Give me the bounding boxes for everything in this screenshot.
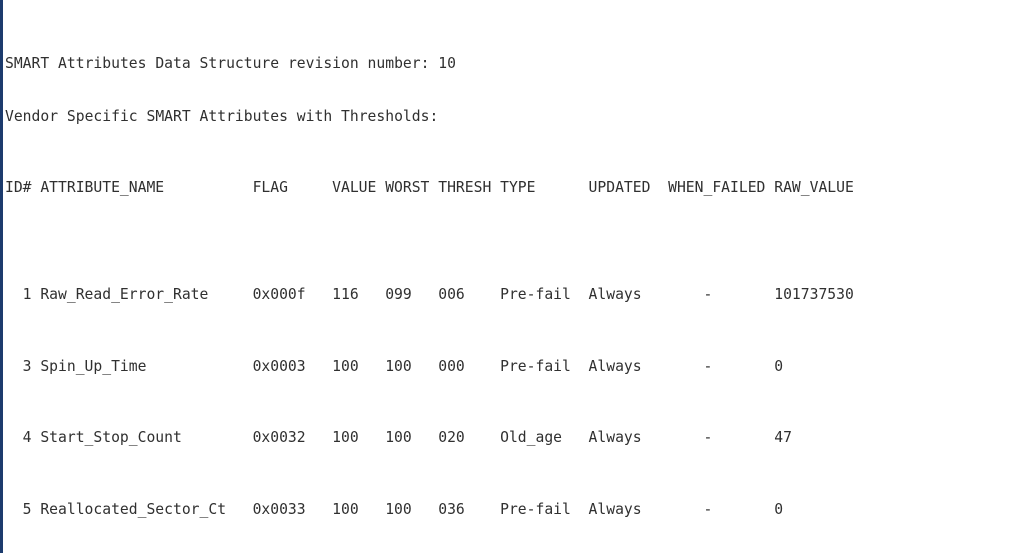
attribute-row: 1 Raw_Read_Error_Rate 0x000f 116 099 006… <box>5 286 1024 304</box>
attribute-row: 4 Start_Stop_Count 0x0032 100 100 020 Ol… <box>5 429 1024 447</box>
col-header-when-failed: WHEN_FAILED <box>668 179 766 197</box>
col-header-type: TYPE <box>500 179 536 197</box>
cell-updated: Always <box>588 500 642 518</box>
cell-flag: 0x0003 <box>252 357 306 375</box>
attribute-row: 5 Reallocated_Sector_Ct 0x0033 100 100 0… <box>5 501 1024 519</box>
attributes-rows: 1 Raw_Read_Error_Rate 0x000f 116 099 006… <box>5 251 1024 553</box>
cell-type: Old_age <box>500 429 563 447</box>
cell-id: 3 <box>22 357 32 375</box>
cell-worst: 100 <box>385 429 412 447</box>
cell-name: Raw_Read_Error_Rate <box>40 286 209 304</box>
cell-raw-value: 47 <box>774 429 792 447</box>
cell-id: 1 <box>22 286 32 304</box>
col-header-thresh: THRESH <box>438 179 492 197</box>
cell-id: 4 <box>22 429 32 447</box>
col-header-updated: UPDATED <box>588 179 651 197</box>
cell-when-failed: - <box>668 500 713 518</box>
cell-type: Pre-fail <box>500 500 571 518</box>
cell-name: Spin_Up_Time <box>40 357 147 375</box>
col-header-worst: WORST <box>385 179 430 197</box>
cell-thresh: 020 <box>438 429 465 447</box>
col-header-flag: FLAG <box>252 179 288 197</box>
cell-flag: 0x000f <box>252 286 306 304</box>
cell-thresh: 036 <box>438 500 465 518</box>
cell-raw-value: 0 <box>774 500 784 518</box>
cell-updated: Always <box>588 357 642 375</box>
cell-type: Pre-fail <box>500 357 571 375</box>
cell-value: 116 <box>332 286 359 304</box>
cell-value: 100 <box>332 429 359 447</box>
cell-raw-value: 101737530 <box>774 286 854 304</box>
cell-when-failed: - <box>668 429 713 447</box>
cell-flag: 0x0032 <box>252 429 306 447</box>
vendor-attributes-line: Vendor Specific SMART Attributes with Th… <box>5 108 439 126</box>
cell-name: Reallocated_Sector_Ct <box>40 500 227 518</box>
smart-revision-line: SMART Attributes Data Structure revision… <box>5 54 456 72</box>
cell-when-failed: - <box>668 286 713 304</box>
cell-thresh: 006 <box>438 286 465 304</box>
attribute-row: 3 Spin_Up_Time 0x0003 100 100 000 Pre-fa… <box>5 358 1024 376</box>
col-header-id: ID# <box>5 179 32 197</box>
cell-type: Pre-fail <box>500 286 571 304</box>
cell-worst: 100 <box>385 357 412 375</box>
cell-worst: 099 <box>385 286 412 304</box>
cell-updated: Always <box>588 429 642 447</box>
col-header-name: ATTRIBUTE_NAME <box>40 179 165 197</box>
cell-name: Start_Stop_Count <box>40 429 182 447</box>
cell-raw-value: 0 <box>774 357 784 375</box>
cell-value: 100 <box>332 500 359 518</box>
cell-flag: 0x0033 <box>252 500 306 518</box>
cell-when-failed: - <box>668 357 713 375</box>
cell-updated: Always <box>588 286 642 304</box>
col-header-raw-value: RAW_VALUE <box>774 179 854 197</box>
cell-value: 100 <box>332 357 359 375</box>
attributes-header-row: ID# ATTRIBUTE_NAME FLAG VALUE WORST THRE… <box>5 179 1024 197</box>
col-header-value: VALUE <box>332 179 377 197</box>
cell-thresh: 000 <box>438 357 465 375</box>
cell-id: 5 <box>22 500 32 518</box>
cell-worst: 100 <box>385 500 412 518</box>
